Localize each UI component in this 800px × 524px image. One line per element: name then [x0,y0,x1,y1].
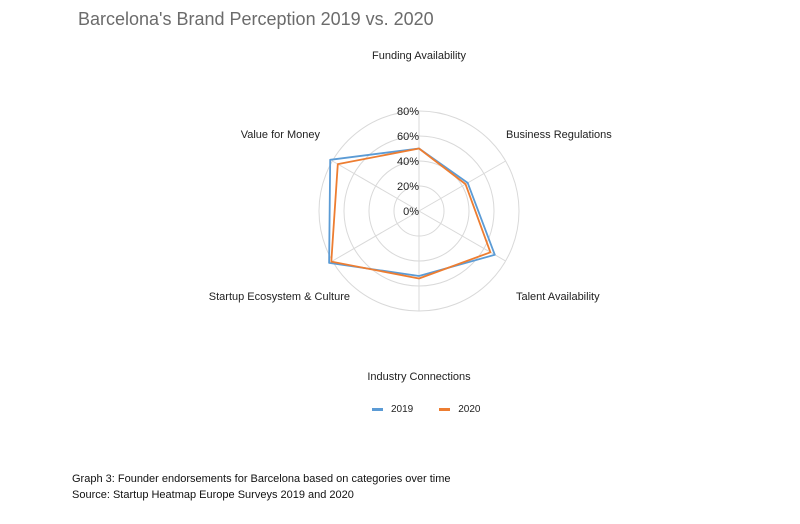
legend-swatch-2019 [372,408,383,411]
radar-grid [318,110,520,312]
category-label-1: Business Regulations [506,129,612,141]
category-label-0: Funding Availability [372,50,466,62]
tick-label-3: 60% [397,131,419,143]
category-label-3: Industry Connections [367,371,471,383]
grid-spoke-5 [332,160,420,212]
category-label-2: Talent Availability [516,291,600,303]
tick-label-4: 80% [397,106,419,118]
radar-series [328,147,496,280]
legend-item-2020: 2020 [439,404,481,415]
legend-item-2019: 2019 [372,404,413,415]
chart-title: Barcelona's Brand Perception 2019 vs. 20… [78,9,434,29]
legend: 2019 2020 [372,404,481,415]
tick-label-0: 0% [403,206,419,218]
series-2020 [330,147,492,280]
legend-label-2020: 2020 [458,404,481,415]
legend-label-2019: 2019 [391,404,414,415]
tick-label-1: 20% [397,181,419,193]
series-2019 [328,147,496,277]
grid-spoke-4 [332,210,420,262]
tick-label-2: 40% [397,156,419,168]
category-label-4: Startup Ecosystem & Culture [209,291,350,303]
category-label-5: Value for Money [241,129,321,141]
caption-graph: Graph 3: Founder endorsements for Barcel… [72,473,451,485]
caption-source: Source: Startup Heatmap Europe Surveys 2… [72,489,354,501]
grid-spoke-1 [418,160,506,212]
grid-spoke-2 [418,210,506,262]
radar-labels: 0% 20% 40% 60% 80% Funding Availability Busine… [209,50,613,383]
legend-swatch-2020 [439,408,451,411]
